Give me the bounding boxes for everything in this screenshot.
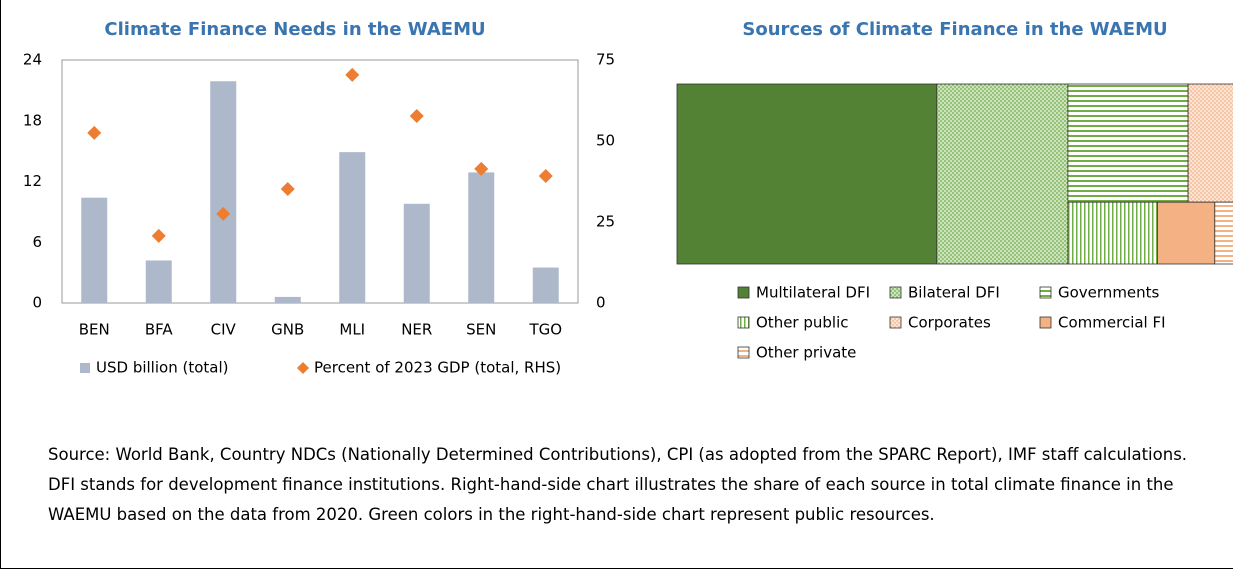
legend-swatch bbox=[737, 346, 750, 359]
x-tick-label: SEN bbox=[466, 321, 496, 339]
legend-label: USD billion (total) bbox=[96, 359, 228, 377]
treemap-tile bbox=[676, 83, 938, 265]
legend-swatch bbox=[1039, 286, 1052, 299]
legend-label: Multilateral DFI bbox=[756, 284, 870, 302]
legend-swatch bbox=[737, 286, 750, 299]
x-tick-label: MLI bbox=[339, 321, 365, 339]
diamond-marker bbox=[345, 67, 360, 82]
treemap-tile bbox=[1187, 83, 1233, 203]
treemap-tile bbox=[1156, 201, 1216, 265]
diamond-marker bbox=[538, 168, 553, 183]
treemap-tile bbox=[1214, 201, 1233, 265]
legend-label: Governments bbox=[1058, 284, 1160, 302]
x-tick-label: BFA bbox=[145, 321, 174, 339]
x-tick-label: CIV bbox=[211, 321, 237, 339]
legend-label: Bilateral DFI bbox=[908, 284, 1000, 302]
legend-label: Other public bbox=[756, 314, 849, 332]
y-tick-label: 24 bbox=[23, 51, 42, 69]
y-tick-label: 0 bbox=[32, 294, 42, 312]
diamond-marker bbox=[151, 228, 166, 243]
treemap-tile bbox=[1067, 201, 1158, 265]
bar bbox=[274, 296, 301, 303]
legend-swatch bbox=[1039, 316, 1052, 329]
treemap-tile bbox=[936, 83, 1069, 265]
bar bbox=[532, 267, 559, 303]
source-note: Source: World Bank, Country NDCs (Nation… bbox=[48, 445, 1188, 524]
legend-label: Corporates bbox=[908, 314, 991, 332]
right-title: Sources of Climate Finance in the WAEMU bbox=[742, 19, 1167, 40]
diamond-marker bbox=[216, 206, 231, 221]
y2-tick-label: 50 bbox=[596, 132, 615, 150]
treemap-tile bbox=[1067, 83, 1189, 203]
bar bbox=[210, 81, 237, 303]
legend-swatch bbox=[80, 363, 90, 373]
x-tick-label: TGO bbox=[528, 321, 562, 339]
legend-label: Percent of 2023 GDP (total, RHS) bbox=[314, 359, 561, 377]
y2-tick-label: 75 bbox=[596, 51, 615, 69]
left-title: Climate Finance Needs in the WAEMU bbox=[104, 19, 485, 40]
plot-frame bbox=[61, 59, 579, 304]
bar bbox=[81, 197, 108, 303]
diamond-marker bbox=[87, 125, 102, 140]
bar bbox=[403, 203, 430, 303]
bar bbox=[468, 172, 495, 303]
bar bbox=[145, 260, 172, 303]
x-tick-label: NER bbox=[401, 321, 432, 339]
y-tick-label: 6 bbox=[32, 233, 42, 251]
diamond-marker bbox=[280, 181, 295, 196]
y-tick-label: 12 bbox=[23, 172, 42, 190]
bar bbox=[339, 152, 366, 303]
diamond-marker bbox=[474, 161, 489, 176]
legend-label: Other private bbox=[756, 344, 856, 362]
x-tick-label: GNB bbox=[271, 321, 304, 339]
legend-swatch bbox=[297, 362, 309, 374]
y2-tick-label: 25 bbox=[596, 213, 615, 231]
x-tick-label: BEN bbox=[79, 321, 110, 339]
legend-swatch bbox=[889, 316, 902, 329]
diamond-marker bbox=[409, 109, 424, 124]
legend-label: Commercial FI bbox=[1058, 314, 1166, 332]
y-tick-label: 18 bbox=[23, 111, 42, 129]
legend-swatch bbox=[737, 316, 750, 329]
legend-swatch bbox=[889, 286, 902, 299]
y2-tick-label: 0 bbox=[596, 294, 606, 312]
